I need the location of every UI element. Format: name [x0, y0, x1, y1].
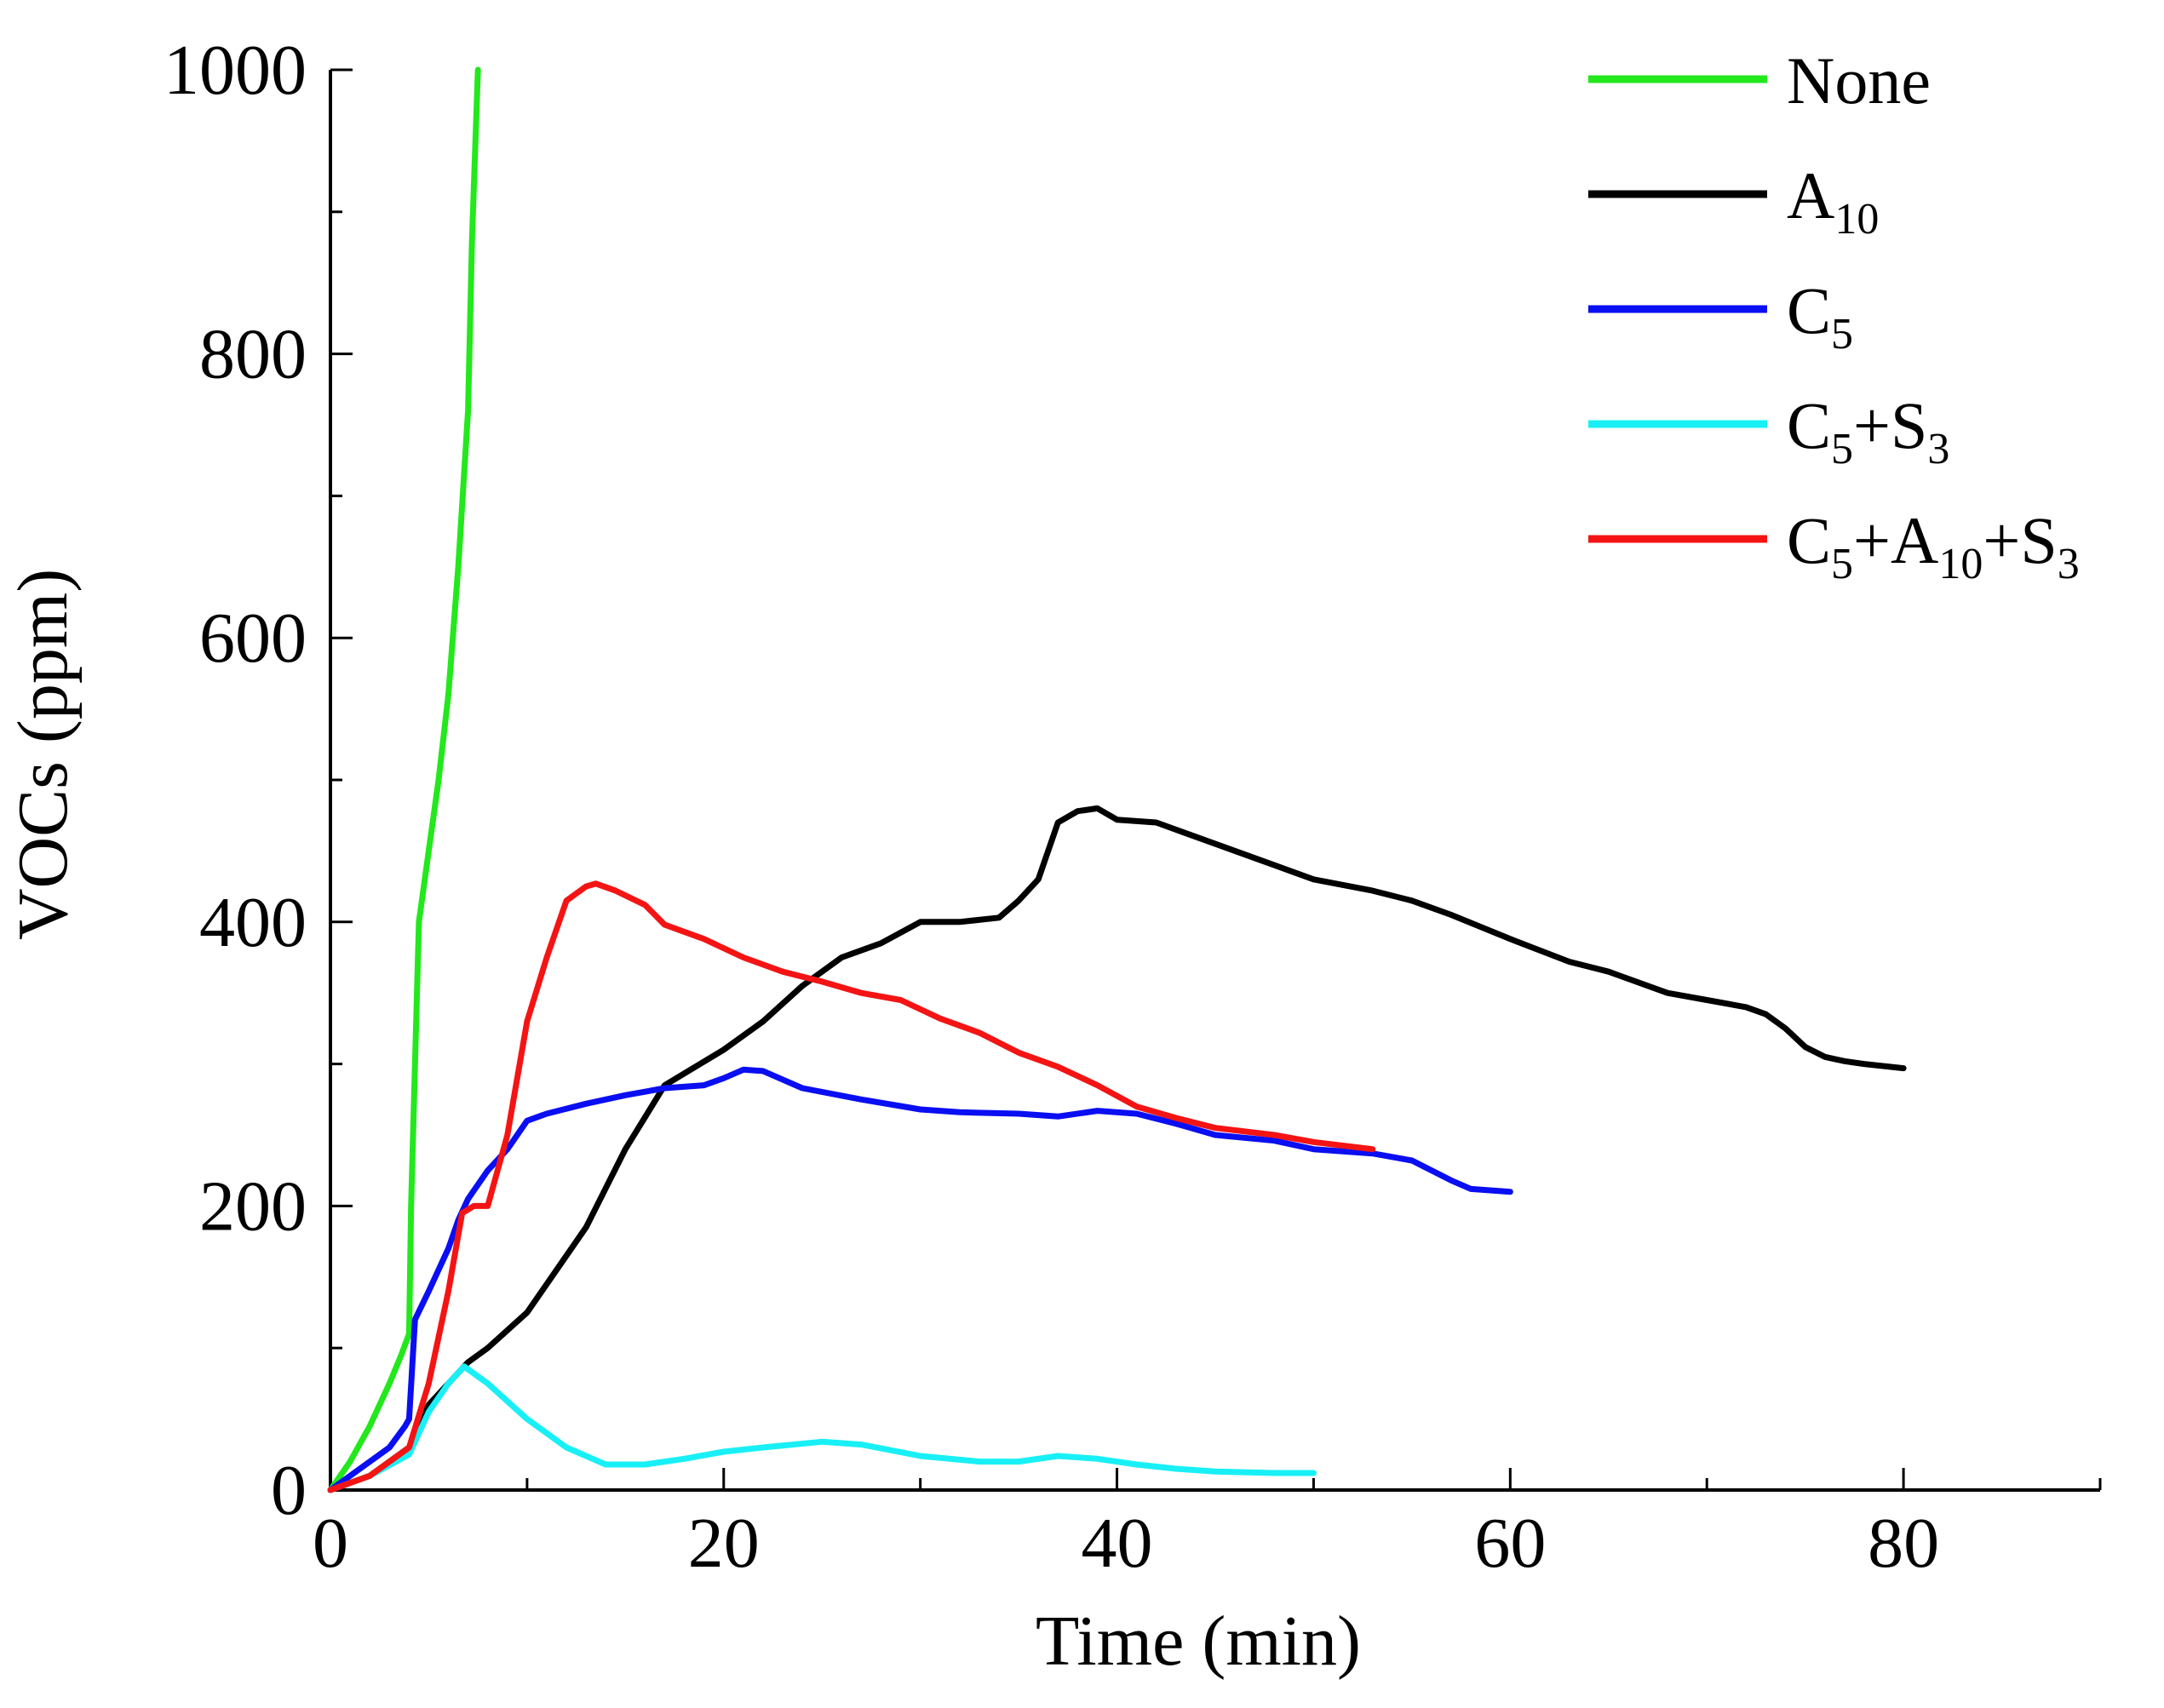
plot-lines [327, 66, 1907, 1493]
x-tick-label: 80 [1868, 1504, 1939, 1583]
legend-label-3: C5+S3 [1787, 388, 1949, 473]
series-line-4 [327, 880, 1376, 1493]
legend-label-4: C5+A10+S3 [1787, 503, 2080, 588]
series-line-2 [327, 1066, 1513, 1493]
y-tick-label: 200 [199, 1166, 307, 1246]
series-line-3 [327, 1363, 1317, 1493]
legend-label-0: None [1787, 43, 1931, 117]
x-axis-title: Time (min) [1036, 1602, 1361, 1681]
x-tick-label: 40 [1082, 1504, 1153, 1583]
y-tick-label: 1000 [164, 31, 307, 110]
x-tick-label: 0 [313, 1504, 348, 1583]
legend: None A10 C5 C5+S3 C5+A10+S3 [1588, 43, 2080, 588]
x-tick-label: 60 [1474, 1504, 1546, 1583]
y-axis-title: VOCs (ppm) [3, 569, 83, 940]
x-tick-label: 20 [688, 1504, 760, 1583]
y-tick-label: 0 [271, 1451, 307, 1530]
y-tick-label: 400 [199, 883, 307, 962]
legend-label-2: C5 [1787, 273, 1853, 358]
series-line-0 [327, 66, 481, 1493]
y-tick-label: 600 [199, 599, 307, 678]
legend-label-1: A10 [1787, 158, 1879, 244]
y-tick-label: 800 [199, 315, 307, 394]
series-line-1 [327, 805, 1907, 1493]
